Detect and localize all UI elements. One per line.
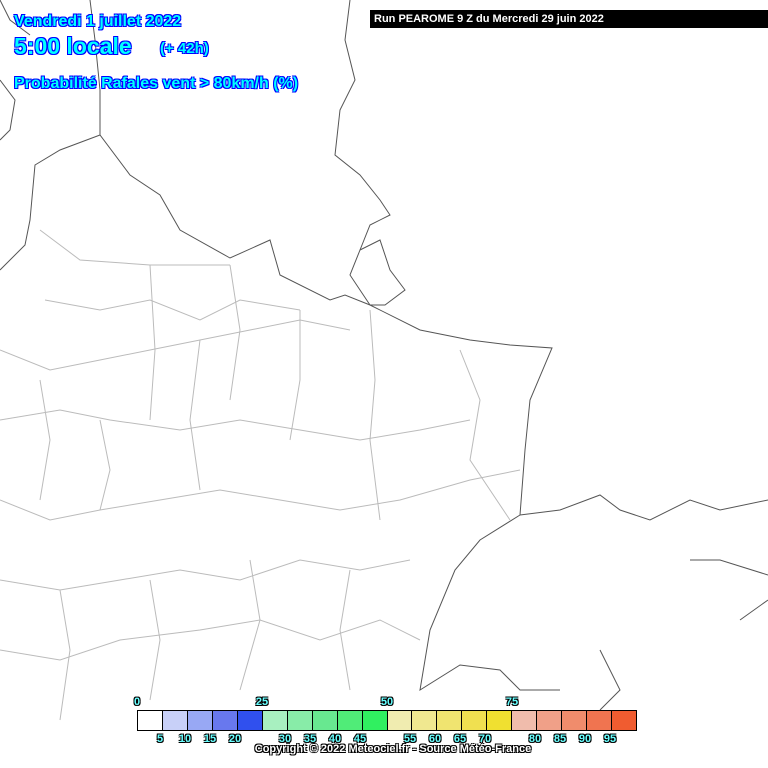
color-legend <box>137 710 637 731</box>
legend-cell <box>337 711 363 730</box>
legend-cell <box>462 711 488 730</box>
legend-cell <box>287 711 313 730</box>
legend-cell <box>512 711 538 730</box>
lead-time: (+ 42h) <box>160 40 209 57</box>
legend-cell <box>537 711 563 730</box>
legend-bottom-label: 5 <box>156 733 164 745</box>
legend-bottom-label: 90 <box>578 733 592 745</box>
legend-bottom-label: 45 <box>353 733 367 745</box>
parameter-title: Probabilité Rafales vent > 80km/h (%) <box>14 75 299 92</box>
legend-top-label: 25 <box>255 696 269 708</box>
legend-bottom-label: 15 <box>203 733 217 745</box>
forecast-time: 5:00 locale <box>14 33 132 59</box>
legend-bottom-label: 35 <box>303 733 317 745</box>
legend-cell <box>362 711 388 730</box>
legend-cell <box>162 711 188 730</box>
legend-top-label: 50 <box>380 696 394 708</box>
legend-cell <box>587 711 613 730</box>
legend-cell <box>437 711 463 730</box>
legend-bottom-label: 70 <box>478 733 492 745</box>
legend-bottom-label: 30 <box>278 733 292 745</box>
legend-bottom-label: 55 <box>403 733 417 745</box>
legend-top-label: 0 <box>133 696 141 708</box>
legend-cell <box>237 711 263 730</box>
department-borders <box>0 229 521 721</box>
legend-bottom-label: 60 <box>428 733 442 745</box>
legend-bottom-label: 20 <box>228 733 242 745</box>
copyright: Copyright © 2022 Meteociel.fr - Source M… <box>254 743 532 755</box>
legend-cell <box>612 711 637 730</box>
legend-bottom-label: 85 <box>553 733 567 745</box>
legend-cell <box>212 711 238 730</box>
legend-cell <box>262 711 288 730</box>
legend-bottom-label: 65 <box>453 733 467 745</box>
legend-cell <box>487 711 513 730</box>
forecast-date: Vendredi 1 juillet 2022 <box>14 13 182 30</box>
coast-and-borders <box>0 0 768 711</box>
legend-bottom-label: 40 <box>328 733 342 745</box>
run-banner: Run PEAROME 9 Z du Mercredi 29 juin 2022 <box>370 10 768 28</box>
legend-cell <box>138 711 163 730</box>
legend-cell <box>312 711 338 730</box>
legend-bottom-label: 95 <box>603 733 617 745</box>
legend-bottom-label: 80 <box>528 733 542 745</box>
legend-cell <box>187 711 213 730</box>
legend-top-label: 75 <box>505 696 519 708</box>
legend-bottom-label: 10 <box>178 733 192 745</box>
legend-cell <box>412 711 438 730</box>
legend-cell <box>562 711 588 730</box>
legend-cell <box>387 711 413 730</box>
